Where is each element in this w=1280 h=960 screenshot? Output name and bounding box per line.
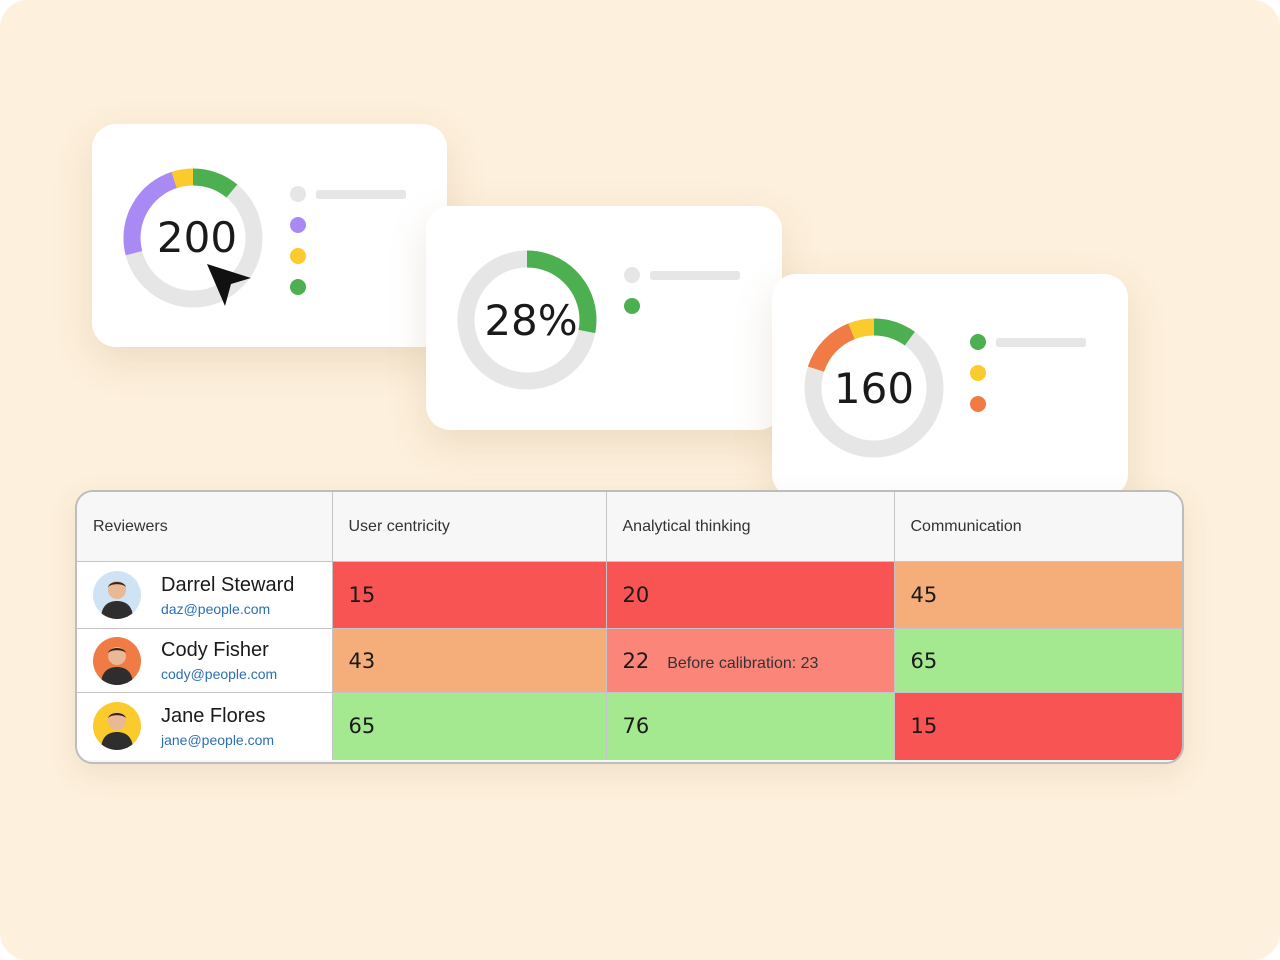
score-cell[interactable]: 76 — [606, 692, 895, 760]
legend-dot-yellow — [290, 248, 306, 264]
reviewer-email[interactable]: cody@people.com — [161, 666, 278, 682]
stat-card-3[interactable]: 160 — [772, 274, 1128, 498]
reviewer-email[interactable]: jane@people.com — [161, 731, 275, 748]
score-value: 43 — [348, 648, 376, 673]
reviewer-name: Jane Flores — [161, 704, 266, 727]
person-icon — [101, 581, 133, 619]
score-cell[interactable]: 22 Before calibration: 23 — [606, 628, 895, 693]
table-row[interactable]: Jane Flores jane@people.com 65 76 15 — [77, 692, 1182, 760]
donut-segment-purple — [123, 168, 263, 308]
pointer-arrow-icon — [207, 264, 251, 306]
legend-bar-placeholder — [650, 271, 740, 280]
reviewer-email[interactable]: daz@people.com — [161, 600, 271, 617]
donut-segment-green — [123, 168, 263, 308]
donut-chart-2 — [457, 250, 597, 390]
donut-segment-yellow — [804, 318, 944, 458]
donut-segment-green — [457, 250, 597, 390]
donut-chart-3 — [804, 318, 944, 458]
donut-segment-yellow — [123, 168, 263, 308]
donut-value-3: 160 — [833, 364, 915, 413]
table-row[interactable]: Cody Fisher cody@people.com 43 22 Before cal… — [77, 628, 1182, 693]
header-user-centricity: User centricity — [332, 492, 607, 562]
avatar — [93, 702, 141, 751]
score-value: 15 — [910, 714, 938, 739]
score-cell[interactable]: 20 — [606, 561, 895, 629]
donut-segment-green — [804, 318, 944, 458]
calibration-note: Before calibration: 23 — [667, 654, 819, 672]
header-analytical-thinking: Analytical thinking — [606, 492, 895, 562]
score-value: 76 — [622, 714, 650, 739]
score-cell[interactable]: 43 — [332, 628, 607, 693]
score-cell[interactable]: 65 — [332, 692, 607, 760]
score-cell[interactable]: 15 — [332, 561, 607, 629]
score-value: 20 — [622, 583, 650, 607]
legend-dot-yellow — [970, 365, 986, 381]
legend-bar-placeholder — [316, 190, 406, 199]
legend-dot-track — [290, 186, 306, 202]
legend-bar-placeholder — [996, 338, 1086, 347]
score-value: 65 — [910, 648, 938, 673]
reviewer-name: Cody Fisher — [161, 639, 269, 661]
donut-value-2: 28% — [484, 296, 578, 345]
header-communication: Communication — [894, 492, 1182, 562]
person-icon — [101, 712, 133, 751]
legend-dot-track — [624, 267, 640, 283]
table-row[interactable]: Darrel Steward daz@people.com 15 20 45 — [77, 561, 1182, 629]
header-reviewers: Reviewers — [77, 492, 333, 562]
score-value: 22 — [622, 648, 650, 673]
reviewers-table: Reviewers User centricity Analytical thi… — [75, 490, 1184, 764]
reviewer-cell: Darrel Steward daz@people.com — [77, 561, 333, 629]
score-cell[interactable]: 15 — [894, 692, 1182, 760]
donut-value-1: 200 — [156, 213, 238, 262]
score-value: 45 — [910, 583, 938, 607]
legend-dot-orange — [970, 396, 986, 412]
legend-dot-purple — [290, 217, 306, 233]
reviewer-cell: Jane Flores jane@people.com — [77, 692, 333, 760]
reviewer-name: Darrel Steward — [161, 573, 295, 596]
legend-dot-green — [970, 334, 986, 350]
stat-card-2[interactable]: 28% — [426, 206, 782, 430]
stat-card-1[interactable]: 200 — [92, 124, 447, 347]
score-cell[interactable]: 45 — [894, 561, 1182, 629]
avatar — [93, 636, 141, 685]
score-value: 15 — [348, 583, 376, 607]
score-value: 65 — [348, 714, 376, 739]
score-cell[interactable]: 65 — [894, 628, 1182, 693]
avatar — [93, 571, 141, 619]
reviewer-cell: Cody Fisher cody@people.com — [77, 628, 333, 693]
person-icon — [101, 646, 133, 685]
table-header-row: Reviewers User centricity Analytical thi… — [77, 492, 1182, 562]
legend-dot-green — [624, 298, 640, 314]
legend-dot-green — [290, 279, 306, 295]
donut-chart-1 — [123, 168, 263, 308]
